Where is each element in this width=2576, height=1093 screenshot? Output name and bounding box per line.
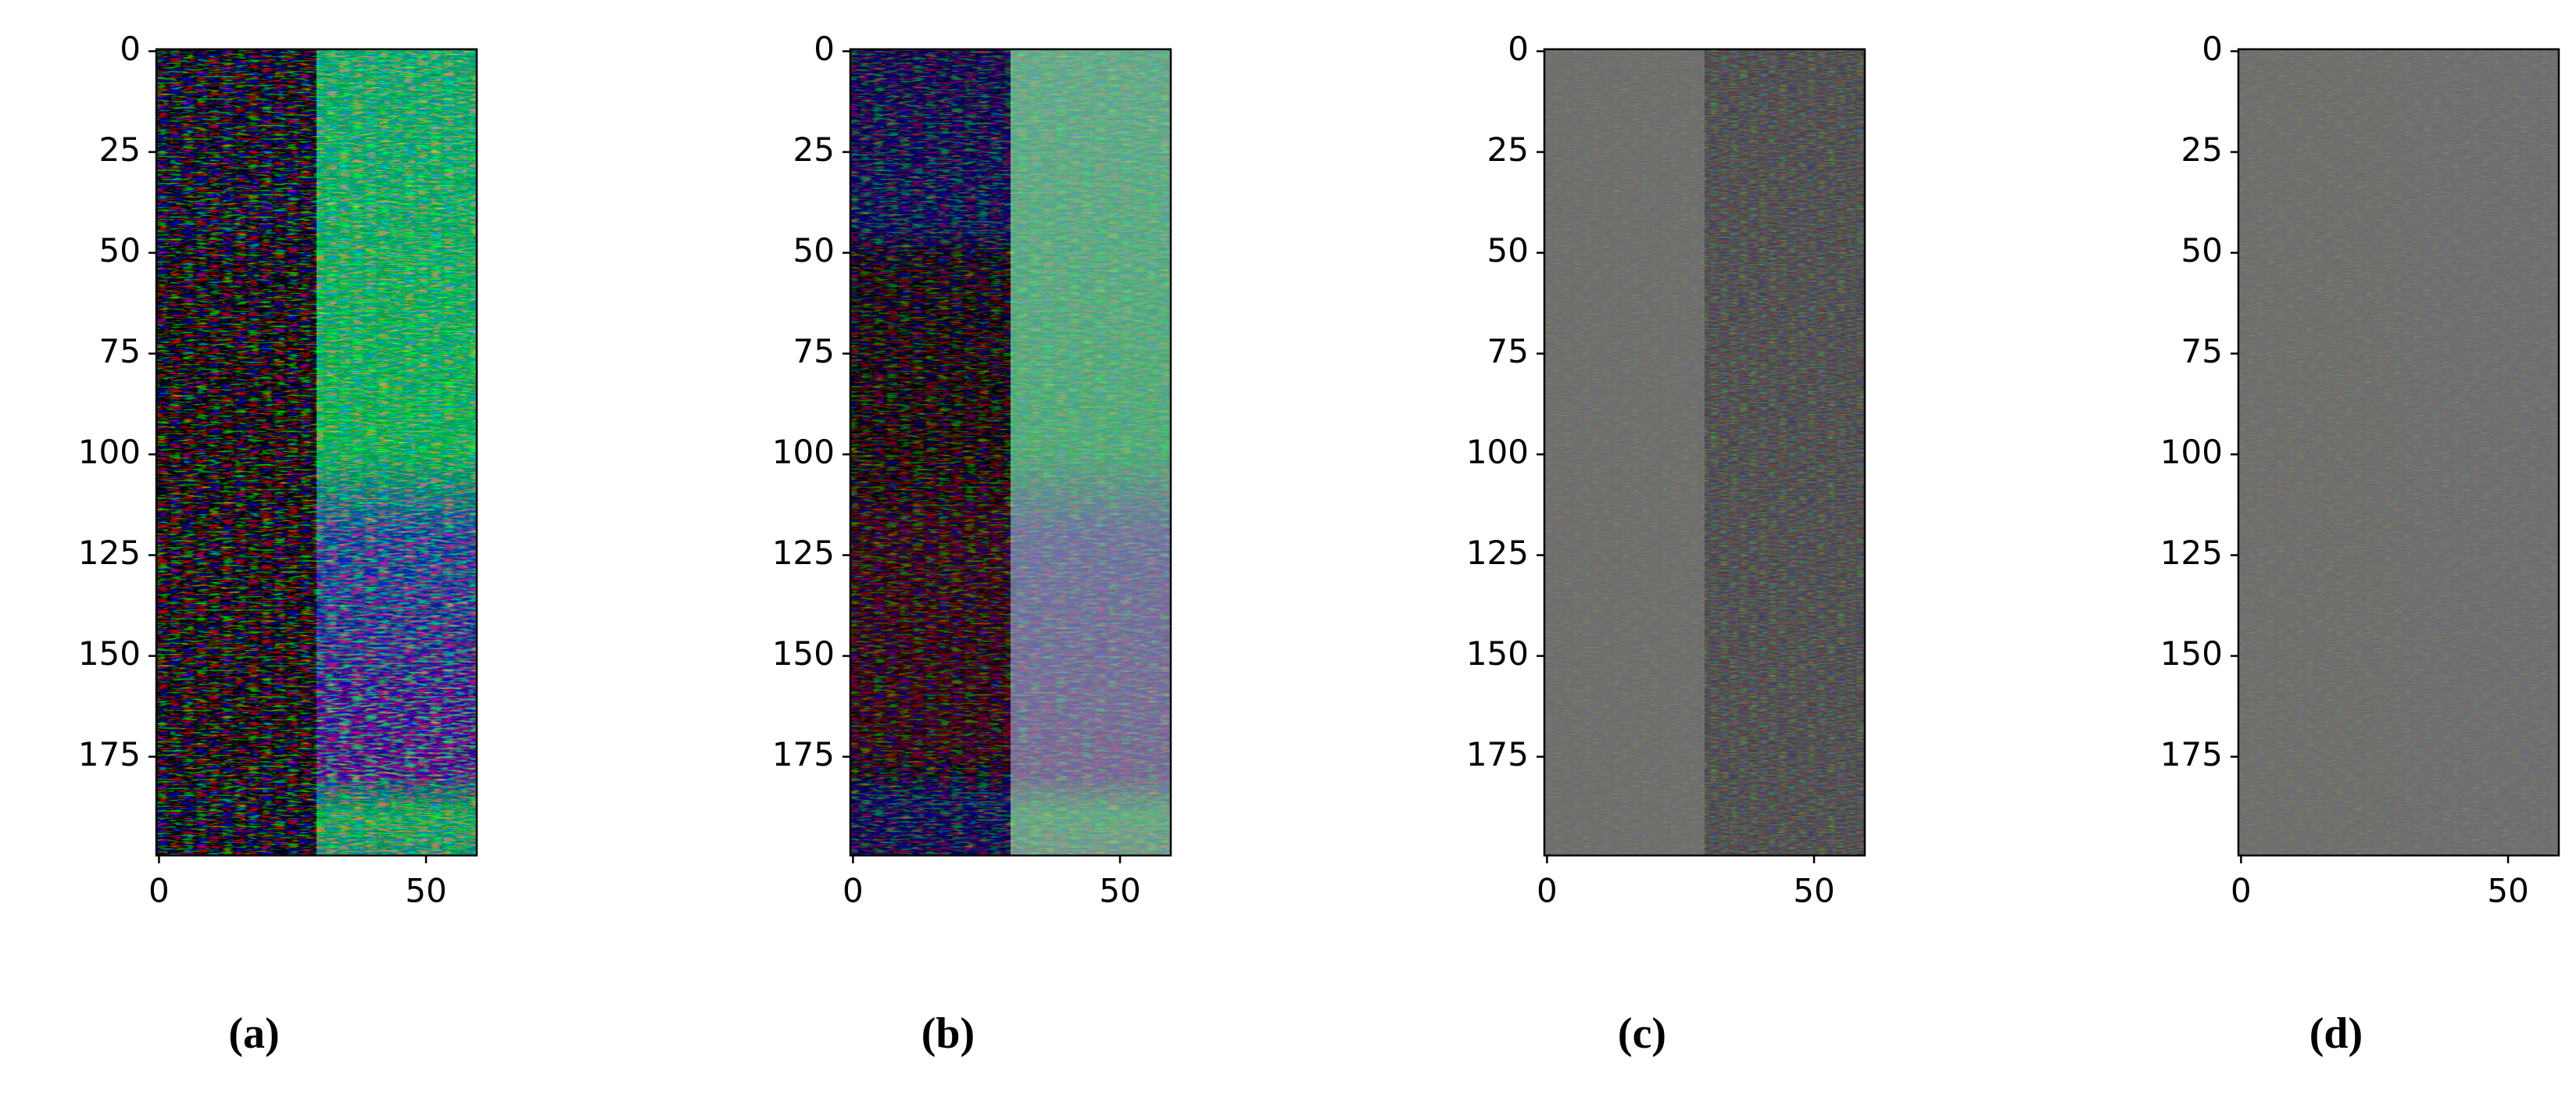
y-tick-label: 100	[1466, 433, 1529, 471]
y-tick-label: 150	[78, 634, 141, 673]
image-left-half	[156, 49, 317, 855]
x-tick-label: 0	[2231, 872, 2252, 910]
panel: 0 25 50 75 100 125 150 175 0 50 (d)	[2160, 30, 2560, 1058]
y-tick-label: 125	[2160, 534, 2223, 572]
y-tick-label: 25	[793, 130, 835, 169]
y-tick-label: 175	[78, 735, 141, 773]
x-tick-label: 50	[405, 872, 446, 910]
y-tick-label: 175	[772, 735, 835, 773]
y-tick-label: 75	[1487, 332, 1529, 370]
image-right-half	[1011, 49, 1171, 855]
panel: 0 25 50 75 100 125 150 175 0 50 (c)	[1466, 30, 1866, 1058]
axes-frame	[849, 48, 1172, 857]
image-right-half	[1705, 49, 1865, 855]
image-left-half	[2238, 49, 2399, 855]
x-tick-label: 0	[148, 872, 170, 910]
y-tick-label: 75	[2181, 332, 2223, 370]
y-tick-label: 100	[2160, 433, 2223, 471]
y-tick-label: 125	[78, 534, 141, 572]
y-tick-label: 175	[1466, 735, 1529, 773]
y-tick-label: 125	[772, 534, 835, 572]
y-tick-label: 150	[2160, 634, 2223, 673]
panel-caption: (c)	[1618, 1009, 1666, 1058]
y-tick-label: 25	[99, 130, 141, 169]
y-tick-label: 50	[1487, 231, 1529, 270]
y-tick-label: 150	[772, 634, 835, 673]
panel: 0 25 50 75 100 125 150 175 0 50 (b)	[772, 30, 1172, 1058]
panel-caption: (d)	[2309, 1009, 2363, 1058]
y-tick-label: 50	[2181, 231, 2223, 270]
y-tick-label: 0	[1508, 30, 1529, 68]
y-tick-label: 75	[99, 332, 141, 370]
axes-frame	[2237, 48, 2560, 857]
image-right-half	[317, 49, 477, 855]
x-tick-label: 0	[1537, 872, 1558, 910]
x-tick-label: 50	[1099, 872, 1140, 910]
y-tick-label: 25	[1487, 130, 1529, 169]
y-tick-label: 0	[120, 30, 141, 68]
panel: 0 25 50 75 100 125 150 175 0 50 (a)	[78, 30, 478, 1058]
panel-caption: (a)	[228, 1009, 279, 1058]
axes-frame	[155, 48, 478, 857]
image-left-half	[850, 49, 1011, 855]
x-tick-label: 50	[2487, 872, 2528, 910]
x-tick-label: 0	[843, 872, 864, 910]
y-tick-label: 175	[2160, 735, 2223, 773]
y-tick-label: 100	[772, 433, 835, 471]
y-tick-label: 0	[814, 30, 835, 68]
y-tick-label: 0	[2202, 30, 2223, 68]
y-tick-label: 25	[2181, 130, 2223, 169]
y-tick-label: 75	[793, 332, 835, 370]
image-left-half	[1544, 49, 1705, 855]
panel-caption: (b)	[921, 1009, 975, 1058]
y-tick-label: 50	[99, 231, 141, 270]
axes-frame	[1543, 48, 1866, 857]
y-tick-label: 50	[793, 231, 835, 270]
y-tick-label: 125	[1466, 534, 1529, 572]
y-tick-label: 100	[78, 433, 141, 471]
x-tick-label: 50	[1793, 872, 1834, 910]
y-tick-label: 150	[1466, 634, 1529, 673]
image-right-half	[2399, 49, 2559, 855]
